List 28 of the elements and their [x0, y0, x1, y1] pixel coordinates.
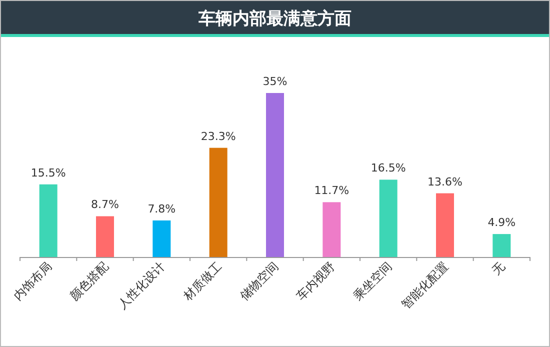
bar	[266, 93, 284, 257]
x-tick-label: 乘坐空间	[350, 259, 394, 304]
x-tick-label: 内饰布局	[10, 259, 54, 304]
bar	[436, 193, 454, 257]
data-label: 4.9%	[488, 216, 516, 230]
bar	[152, 220, 171, 257]
x-tick-label: 无	[489, 259, 508, 278]
bar	[96, 216, 114, 257]
bar	[322, 202, 341, 257]
data-label: 35%	[262, 75, 288, 88]
x-tick-label: 智能化配置	[398, 259, 452, 312]
bar	[39, 184, 58, 257]
data-label: 23.3%	[200, 130, 236, 143]
chart-title: 车辆内部最满意方面	[198, 9, 352, 29]
data-label: 11.7%	[314, 184, 350, 198]
data-label: 13.6%	[428, 175, 462, 188]
x-tick-label: 颜色搭配	[67, 259, 112, 304]
x-tick-label: 材质做工	[180, 259, 224, 304]
x-tick-label: 车内视野	[294, 259, 338, 304]
bar	[492, 234, 511, 257]
data-label: 16.5%	[370, 162, 406, 175]
data-label: 15.5%	[30, 166, 66, 180]
data-label: 7.8%	[148, 202, 176, 216]
data-label: 8.7%	[91, 198, 119, 212]
bar	[209, 148, 228, 257]
x-tick-label: 储物空间	[237, 259, 282, 304]
bar	[379, 180, 398, 257]
x-tick-label: 人性化设计	[115, 259, 168, 312]
